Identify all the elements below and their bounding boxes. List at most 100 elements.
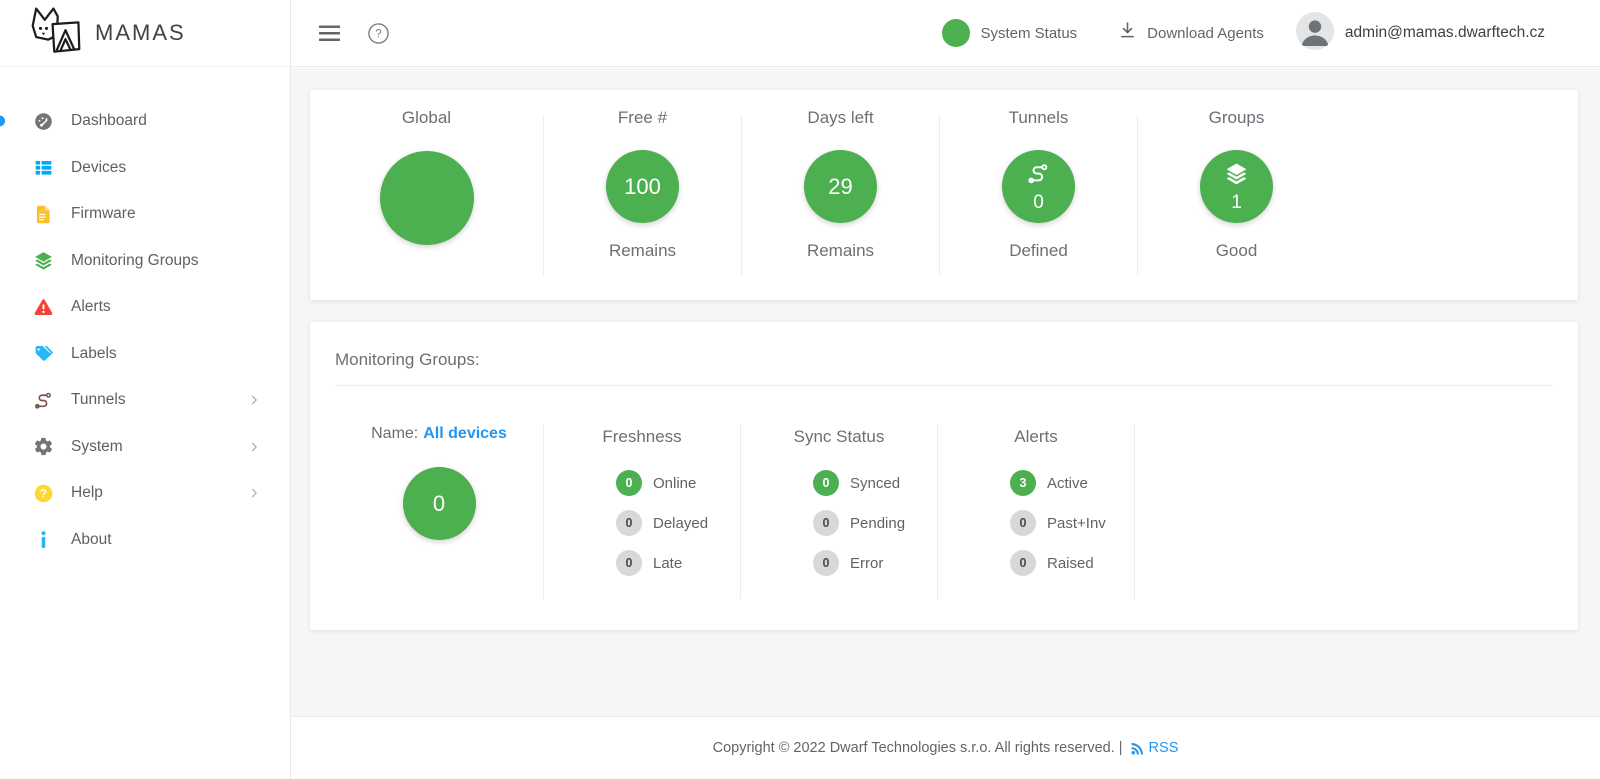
status-badge-label: Past+Inv bbox=[1047, 514, 1106, 532]
top-bar: ? System Status Download Agents bbox=[291, 0, 1600, 67]
group-name-column: Name: All devices 0 bbox=[335, 424, 544, 599]
sidebar-item-help[interactable]: ? Help bbox=[0, 470, 290, 517]
avatar bbox=[1295, 11, 1334, 55]
download-agents-button[interactable]: Download Agents bbox=[1117, 20, 1264, 46]
sidebar-item-label: Labels bbox=[71, 344, 117, 362]
status-badge-label: Active bbox=[1047, 474, 1088, 492]
stat-row-synced: 0 Synced bbox=[813, 470, 937, 496]
chevron-right-icon bbox=[248, 394, 260, 406]
brand-name: MAMAS bbox=[95, 20, 186, 45]
sidebar-item-devices[interactable]: Devices bbox=[0, 145, 290, 192]
download-icon bbox=[1117, 20, 1138, 46]
vertical-divider bbox=[741, 115, 742, 275]
warning-triangle-icon bbox=[33, 297, 54, 318]
status-badge: 0 bbox=[813, 470, 839, 496]
hamburger-menu-icon[interactable] bbox=[319, 25, 340, 42]
circle-value: 0 bbox=[1033, 191, 1044, 213]
stat-title: Alerts bbox=[1014, 427, 1058, 446]
monitoring-group-row: Name: All devices 0 Freshness 0 Online 0 … bbox=[335, 424, 1553, 599]
sidebar-item-label: Tunnels bbox=[71, 391, 126, 409]
sidebar-item-label: Help bbox=[71, 484, 103, 502]
gear-icon bbox=[33, 436, 54, 457]
status-badge-label: Pending bbox=[850, 514, 906, 532]
sidebar-menu: Dashboard Devices bbox=[0, 67, 290, 563]
summary-col-tunnels: Tunnels 0 Defined bbox=[940, 90, 1137, 300]
stat-row-error: 0 Error bbox=[813, 550, 937, 576]
status-badge-label: Synced bbox=[850, 474, 901, 492]
sidebar-item-alerts[interactable]: Alerts bbox=[0, 284, 290, 331]
status-badge: 0 bbox=[616, 550, 642, 576]
status-badge-label: Error bbox=[850, 554, 884, 572]
group-device-count-circle: 0 bbox=[402, 467, 476, 540]
summary-col-title: Groups bbox=[1208, 108, 1265, 127]
sidebar-item-labels[interactable]: Labels bbox=[0, 331, 290, 378]
mamas-fox-logo-icon bbox=[30, 6, 82, 61]
sidebar-item-tunnels[interactable]: Tunnels bbox=[0, 377, 290, 424]
sidebar-item-firmware[interactable]: Firmware bbox=[0, 191, 290, 238]
stat-row-delayed: 0 Delayed bbox=[616, 510, 740, 536]
system-status-label: System Status bbox=[980, 24, 1078, 42]
tunnels-count-circle: 0 bbox=[1002, 150, 1075, 223]
group-name-label: Name: bbox=[371, 425, 419, 442]
rss-icon bbox=[1131, 742, 1143, 754]
svg-text:?: ? bbox=[375, 28, 381, 40]
rss-link[interactable]: RSS bbox=[1130, 740, 1179, 756]
summary-card: Global Free # 100 Remains Days left 29 R… bbox=[310, 90, 1578, 300]
status-badge: 3 bbox=[1010, 470, 1036, 496]
global-status-circle bbox=[379, 151, 474, 245]
stat-rows: 0 Online 0 Delayed 0 Late bbox=[544, 470, 740, 576]
stat-rows: 0 Synced 0 Pending 0 Error bbox=[741, 470, 937, 576]
main-content: Global Free # 100 Remains Days left 29 R… bbox=[291, 68, 1600, 716]
status-badge-label: Raised bbox=[1047, 554, 1094, 572]
chevron-right-icon bbox=[248, 441, 260, 453]
device-table-icon bbox=[33, 157, 54, 178]
status-badge-label: Online bbox=[653, 474, 697, 492]
monitoring-groups-title: Monitoring Groups: bbox=[335, 350, 480, 369]
system-status-indicator[interactable]: System Status bbox=[942, 19, 1077, 47]
layers-icon bbox=[33, 250, 54, 271]
sidebar-item-label: Dashboard bbox=[71, 112, 147, 130]
circle-value: 1 bbox=[1231, 191, 1242, 213]
header-right-group: System Status Download Agents bbox=[942, 11, 1545, 55]
user-account-menu[interactable]: admin@mamas.dwarftech.cz bbox=[1295, 11, 1545, 55]
alerts-column: Alerts 3 Active 0 Past+Inv 0 Raised bbox=[938, 424, 1135, 599]
stat-row-online: 0 Online bbox=[616, 470, 740, 496]
sidebar-item-monitoring-groups[interactable]: Monitoring Groups bbox=[0, 238, 290, 285]
chevron-right-icon bbox=[248, 487, 260, 499]
gauge-icon bbox=[33, 111, 54, 132]
summary-col-subtitle: Remains bbox=[608, 241, 677, 260]
sidebar-item-label: About bbox=[71, 530, 112, 548]
stat-row-late: 0 Late bbox=[616, 550, 740, 576]
rss-label: RSS bbox=[1148, 740, 1179, 756]
sidebar-item-label: Monitoring Groups bbox=[71, 251, 199, 269]
svg-text:?: ? bbox=[40, 486, 47, 500]
group-name-link[interactable]: All devices bbox=[423, 425, 507, 442]
file-document-icon bbox=[33, 204, 54, 225]
status-badge: 0 bbox=[813, 550, 839, 576]
user-email: admin@mamas.dwarftech.cz bbox=[1344, 24, 1545, 41]
summary-col-subtitle: Defined bbox=[1009, 241, 1068, 260]
monitoring-groups-card: Monitoring Groups: Name: All devices 0 Fr… bbox=[310, 322, 1578, 630]
sidebar-item-system[interactable]: System bbox=[0, 424, 290, 471]
sidebar-item-dashboard[interactable]: Dashboard bbox=[0, 98, 290, 145]
stat-rows: 3 Active 0 Past+Inv 0 Raised bbox=[938, 470, 1134, 576]
vertical-divider bbox=[939, 115, 940, 275]
tags-icon bbox=[33, 343, 54, 364]
freshness-column: Freshness 0 Online 0 Delayed 0 Late bbox=[544, 424, 741, 599]
brand-header[interactable]: MAMAS bbox=[0, 0, 290, 67]
summary-col-free: Free # 100 Remains bbox=[544, 90, 741, 300]
groups-count-circle: 1 bbox=[1200, 150, 1273, 223]
stat-row-past-inv: 0 Past+Inv bbox=[1010, 510, 1134, 536]
route-icon bbox=[33, 390, 54, 411]
summary-col-groups: Groups 1 Good bbox=[1138, 90, 1335, 300]
circle-value: 29 bbox=[828, 173, 853, 199]
stat-row-pending: 0 Pending bbox=[813, 510, 937, 536]
status-badge: 0 bbox=[616, 510, 642, 536]
status-badge-label: Delayed bbox=[653, 514, 709, 532]
help-circle-icon[interactable]: ? bbox=[367, 22, 390, 45]
sidebar-item-about[interactable]: About bbox=[0, 517, 290, 564]
layers-icon bbox=[1224, 161, 1249, 191]
horizontal-divider bbox=[335, 385, 1553, 386]
status-badge: 0 bbox=[1010, 550, 1036, 576]
stat-title: Sync Status bbox=[793, 427, 885, 446]
